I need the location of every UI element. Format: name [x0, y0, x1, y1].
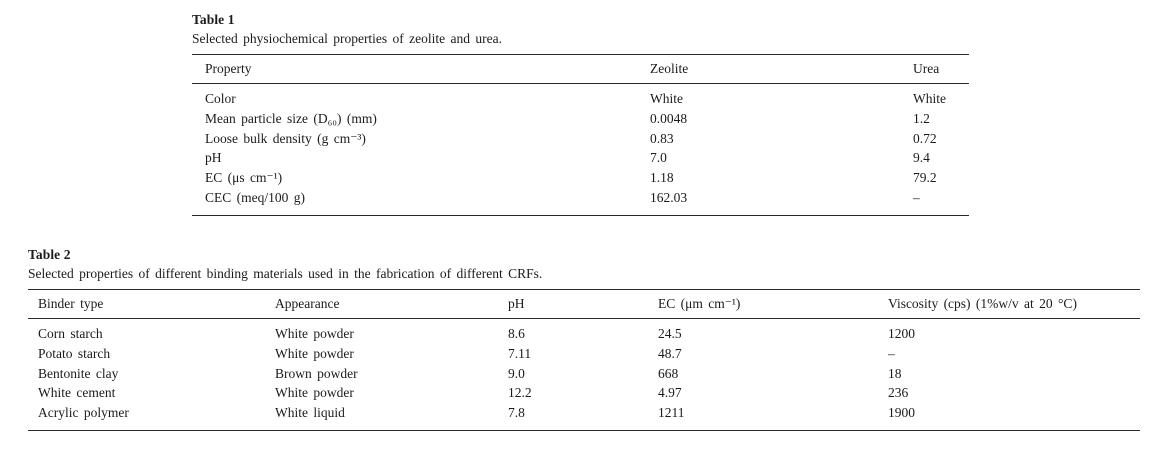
cell-urea-value: 9.4 — [913, 150, 930, 166]
table-2-caption: Selected properties of different binding… — [28, 266, 543, 281]
row-acrylic-polymer: Acrylic polymer White liquid 7.8 1211 19… — [28, 403, 1140, 430]
table-1-header-row: Property Zeolite Urea — [192, 54, 969, 84]
cell-property: EC (μs cm⁻¹) — [205, 170, 283, 186]
table-2-header-row: Binder type Appearance pH EC (μm cm⁻¹) V… — [28, 289, 1140, 319]
cell-property: Color — [205, 91, 236, 106]
cell-ec: 1211 — [658, 405, 685, 421]
row-ph: pH 7.0 9.4 — [192, 148, 969, 168]
cell-ec: 48.7 — [658, 345, 682, 361]
column-header-ec: EC (μm cm⁻¹) — [658, 296, 741, 311]
row-white-cement: White cement White powder 12.2 4.97 236 — [28, 383, 1140, 403]
table-1-title: Table 1 — [192, 12, 235, 27]
cell-property: CEC (meq/100 g) — [205, 189, 305, 205]
cell-ph: 12.2 — [508, 385, 532, 401]
cell-urea-value: – — [913, 189, 920, 205]
cell-appearance: White powder — [275, 385, 354, 401]
table-1-caption: Selected physiochemical properties of ze… — [192, 31, 503, 46]
cell-viscosity: – — [888, 345, 895, 361]
cell-viscosity: 18 — [888, 365, 902, 381]
table-1-section: Table 1 Selected physiochemical properti… — [192, 10, 969, 216]
column-header-appearance: Appearance — [275, 296, 340, 311]
column-header-urea: Urea — [913, 61, 940, 76]
row-ec: EC (μs cm⁻¹) 1.18 79.2 — [192, 168, 969, 188]
cell-binder-type: White cement — [38, 385, 116, 401]
cell-viscosity: 1200 — [888, 326, 915, 341]
cell-appearance: Brown powder — [275, 365, 358, 381]
cell-appearance: White powder — [275, 326, 354, 341]
row-mean-particle-size: Mean particle size (D₆₀) (mm) 0.0048 1.2 — [192, 109, 969, 129]
row-bentonite-clay: Bentonite clay Brown powder 9.0 668 18 — [28, 364, 1140, 384]
cell-binder-type: Potato starch — [38, 345, 111, 361]
cell-ec: 668 — [658, 365, 679, 381]
column-header-zeolite: Zeolite — [650, 61, 689, 76]
cell-urea-value: White — [913, 91, 946, 106]
row-cec: CEC (meq/100 g) 162.03 – — [192, 188, 969, 215]
cell-zeolite-value: 7.0 — [650, 150, 667, 166]
cell-ph: 8.6 — [508, 326, 525, 341]
cell-urea-value: 0.72 — [913, 130, 937, 146]
cell-property: pH — [205, 150, 222, 166]
cell-zeolite-value: White — [650, 91, 683, 106]
cell-appearance: White powder — [275, 345, 354, 361]
table-2: Binder type Appearance pH EC (μm cm⁻¹) V… — [28, 289, 1140, 431]
cell-property: Mean particle size (D₆₀) (mm) — [205, 110, 377, 126]
row-color: Color White White — [192, 84, 969, 109]
cell-ec: 4.97 — [658, 385, 682, 401]
cell-urea-value: 1.2 — [913, 110, 930, 126]
table-1: Property Zeolite Urea Color White White … — [192, 54, 969, 216]
row-potato-starch: Potato starch White powder 7.11 48.7 – — [28, 344, 1140, 364]
cell-binder-type: Corn starch — [38, 326, 103, 341]
table-2-title: Table 2 — [28, 247, 71, 262]
cell-zeolite-value: 0.0048 — [650, 110, 688, 126]
cell-zeolite-value: 0.83 — [650, 130, 674, 146]
cell-ph: 7.11 — [508, 345, 532, 361]
row-corn-starch: Corn starch White powder 8.6 24.5 1200 — [28, 319, 1140, 344]
cell-binder-type: Acrylic polymer — [38, 405, 129, 421]
cell-ec: 24.5 — [658, 326, 682, 341]
cell-zeolite-value: 162.03 — [650, 189, 688, 205]
cell-property: Loose bulk density (g cm⁻³) — [205, 130, 366, 146]
column-header-binder-type: Binder type — [38, 296, 104, 311]
cell-zeolite-value: 1.18 — [650, 170, 674, 186]
cell-binder-type: Bentonite clay — [38, 365, 119, 381]
cell-ph: 7.8 — [508, 405, 525, 421]
cell-viscosity: 236 — [888, 385, 909, 401]
cell-ph: 9.0 — [508, 365, 525, 381]
row-loose-bulk-density: Loose bulk density (g cm⁻³) 0.83 0.72 — [192, 129, 969, 149]
cell-appearance: White liquid — [275, 405, 345, 421]
cell-urea-value: 79.2 — [913, 170, 937, 186]
cell-viscosity: 1900 — [888, 405, 915, 421]
table-2-section: Table 2 Selected properties of different… — [28, 245, 1140, 431]
column-header-viscosity: Viscosity (cps) (1%w/v at 20 °C) — [888, 296, 1077, 311]
column-header-ph: pH — [508, 296, 525, 311]
column-header-property: Property — [205, 61, 252, 76]
